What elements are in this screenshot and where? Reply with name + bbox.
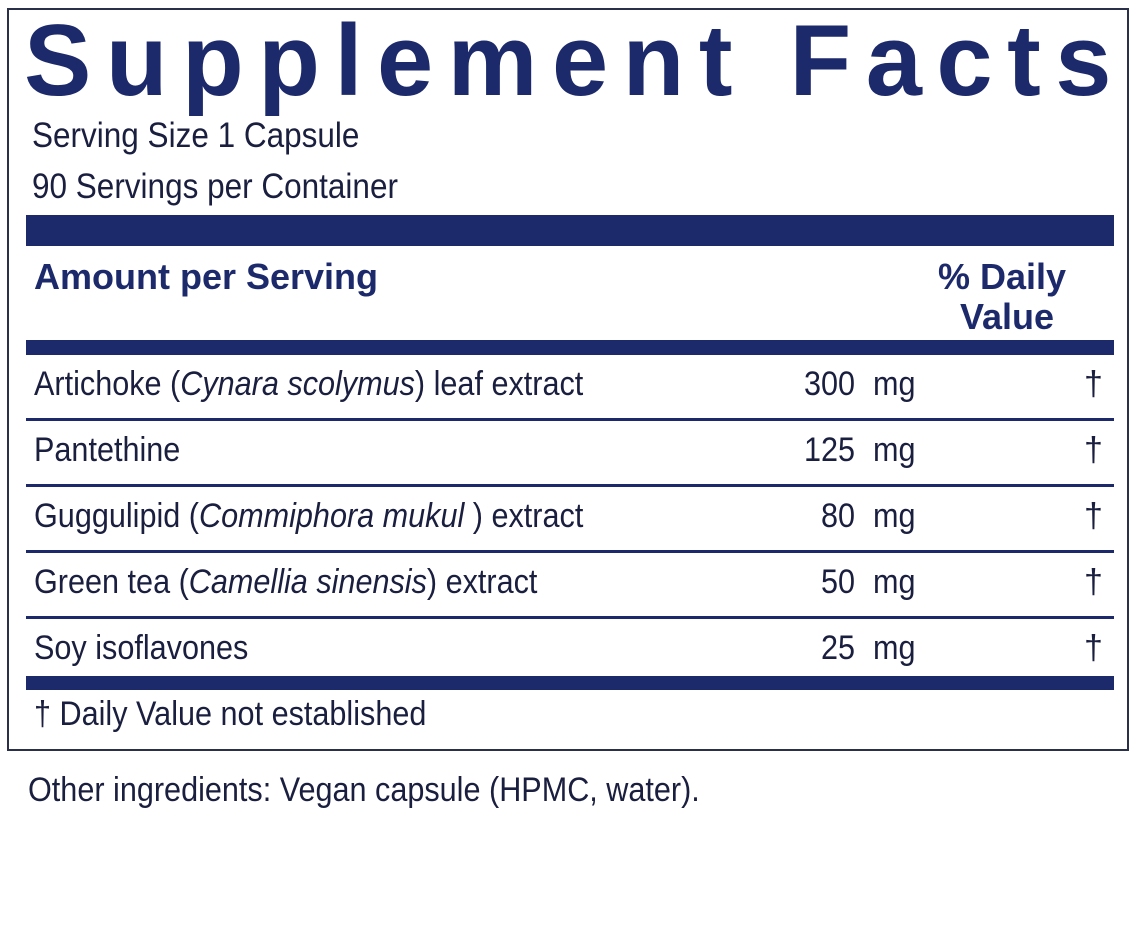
panel-title: Supplement Facts bbox=[24, 5, 1126, 117]
daily-value-header-line2: Value bbox=[960, 296, 1055, 337]
ingredient-latin-name: Cynara scolymus bbox=[180, 365, 415, 403]
ingredient-suffix: ) extract bbox=[426, 563, 538, 601]
footnote: † Daily Value not established bbox=[34, 695, 427, 733]
ingredient-latin-name: Camellia sinensis bbox=[188, 563, 427, 601]
ingredient-name: Green tea (Camellia sinensis) extract bbox=[34, 562, 537, 602]
ingredient-daily-value: † bbox=[1084, 497, 1103, 535]
supplement-facts-panel bbox=[7, 8, 1129, 751]
ingredient-latin-name: Commiphora mukul bbox=[199, 497, 465, 535]
ingredient-unit: mg bbox=[873, 563, 916, 601]
ingredient-common-name: Artichoke ( bbox=[34, 365, 181, 403]
other-ingredients: Other ingredients: Vegan capsule (HPMC, … bbox=[28, 771, 700, 809]
ingredient-common-name: Pantethine bbox=[34, 431, 181, 469]
ingredient-daily-value: † bbox=[1084, 629, 1103, 667]
ingredient-common-name: Green tea ( bbox=[34, 563, 189, 601]
ingredient-amount: 25 bbox=[820, 629, 855, 667]
ingredient-name: Guggulipid (Commiphora mukul ) extract bbox=[34, 496, 583, 536]
header-divider bbox=[26, 340, 1114, 355]
servings-per-container: 90 Servings per Container bbox=[32, 167, 398, 206]
ingredient-daily-value: † bbox=[1084, 563, 1103, 601]
thick-divider bbox=[26, 215, 1114, 246]
bottom-divider bbox=[26, 676, 1114, 690]
ingredient-common-name: Guggulipid ( bbox=[34, 497, 200, 535]
row-divider bbox=[26, 418, 1114, 421]
ingredient-name: Pantethine bbox=[34, 430, 180, 470]
ingredient-amount: 50 bbox=[820, 563, 855, 601]
ingredient-daily-value: † bbox=[1084, 431, 1103, 469]
ingredient-unit: mg bbox=[873, 365, 916, 403]
ingredient-suffix: ) extract bbox=[464, 497, 584, 535]
daily-value-header-line1: % Daily bbox=[938, 256, 1067, 297]
ingredient-daily-value: † bbox=[1084, 365, 1103, 403]
row-divider bbox=[26, 484, 1114, 487]
amount-per-serving-header: Amount per Serving bbox=[34, 256, 379, 297]
ingredient-unit: mg bbox=[873, 497, 916, 535]
ingredient-amount: 80 bbox=[820, 497, 855, 535]
row-divider bbox=[26, 550, 1114, 553]
ingredient-amount: 300 bbox=[803, 365, 855, 403]
serving-size: Serving Size 1 Capsule bbox=[32, 116, 360, 155]
ingredient-unit: mg bbox=[873, 431, 916, 469]
ingredient-name: Artichoke (Cynara scolymus) leaf extract bbox=[34, 364, 583, 404]
row-divider bbox=[26, 616, 1114, 619]
ingredient-unit: mg bbox=[873, 629, 916, 667]
ingredient-amount: 125 bbox=[803, 431, 855, 469]
ingredient-suffix: ) leaf extract bbox=[414, 365, 584, 403]
ingredient-name: Soy isoflavones bbox=[34, 628, 248, 668]
ingredient-common-name: Soy isoflavones bbox=[34, 629, 249, 667]
